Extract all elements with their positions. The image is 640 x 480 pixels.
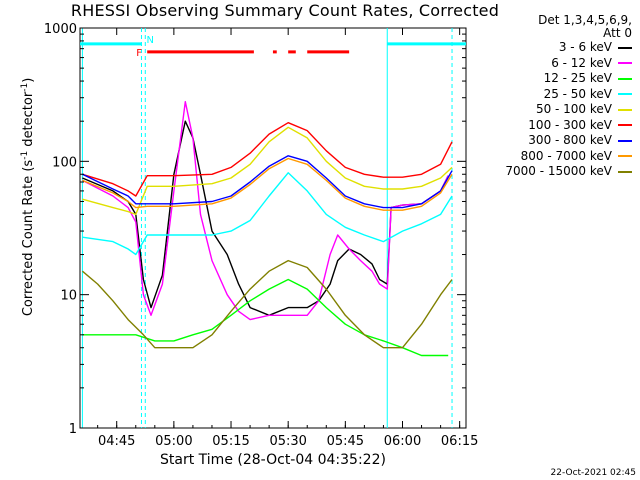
series-line-2 <box>82 278 449 357</box>
legend-item-0: 3 - 6 keV <box>505 40 632 56</box>
legend-swatch-2 <box>618 77 632 80</box>
x-tick-label-2: 05:15 <box>212 434 249 449</box>
legend-label-1: 6 - 12 keV <box>551 55 612 70</box>
x-axis-title: Start Time (28-Oct-04 04:35:22) <box>160 452 386 468</box>
y-tick-label-0: 1 <box>69 422 77 437</box>
x-tick-label-6: 06:15 <box>441 434 478 449</box>
flag-label-f: F <box>136 48 142 59</box>
detector-line: Det 1,3,4,5,6,9, <box>538 13 632 27</box>
legend-swatch-3 <box>618 93 632 95</box>
series-line-0 <box>82 120 449 316</box>
legend-item-1: 6 - 12 keV <box>505 56 632 72</box>
legend-label-6: 300 - 800 keV <box>528 133 612 147</box>
series-line-4 <box>82 126 453 216</box>
legend-items: 3 - 6 keV 6 - 12 keV 12 - 25 keV 25 - 50 ke… <box>505 40 632 180</box>
legend-swatch-7 <box>618 155 632 157</box>
legend-swatch-4 <box>618 108 632 111</box>
plot-frame <box>79 27 467 429</box>
y-axis-title-sup2: -1 <box>19 82 30 92</box>
legend: Det 1,3,4,5,6,9, Att 0 3 - 6 keV 6 - 12 k… <box>505 14 632 180</box>
series-line-1 <box>82 100 449 321</box>
flag-label-n: N <box>146 35 153 46</box>
legend-label-7: 800 - 7000 keV <box>520 148 612 163</box>
legend-item-5: 100 - 300 keV <box>505 118 632 134</box>
attenuator-line: Att 0 <box>603 26 632 40</box>
chart-title: RHESSI Observing Summary Count Rates, Co… <box>70 1 500 20</box>
legend-item-8: 7000 - 15000 keV <box>505 164 632 180</box>
legend-swatch-0 <box>618 46 632 49</box>
legend-item-6: 300 - 800 keV <box>505 133 632 149</box>
legend-label-0: 3 - 6 keV <box>558 40 612 54</box>
series-line-5 <box>82 121 453 197</box>
legend-swatch-5 <box>618 124 632 126</box>
legend-label-2: 12 - 25 keV <box>543 71 612 85</box>
legend-item-3: 25 - 50 keV <box>505 87 632 103</box>
x-tick-label-4: 05:45 <box>327 434 364 449</box>
legend-swatch-6 <box>618 139 632 142</box>
y-axis-title-main: Corrected Count Rate (s <box>21 159 37 317</box>
legend-swatch-8 <box>618 170 632 173</box>
x-tick-label-1: 05:00 <box>155 434 192 449</box>
y-axis-title: Corrected Count Rate (s-1 detector-1) <box>19 78 37 317</box>
legend-label-3: 25 - 50 keV <box>543 86 612 101</box>
y-axis-title-mid: detector <box>21 91 37 151</box>
legend-item-4: 50 - 100 keV <box>505 102 632 118</box>
legend-item-7: 800 - 7000 keV <box>505 149 632 165</box>
y-axis-title-end: ) <box>21 77 37 83</box>
legend-swatch-1 <box>618 62 632 64</box>
y-axis-title-sup1: -1 <box>19 150 30 160</box>
x-tick-label-5: 06:00 <box>384 434 421 449</box>
y-tick-label-2: 100 <box>52 155 77 170</box>
y-tick-label-1: 10 <box>60 289 77 304</box>
legend-label-8: 7000 - 15000 keV <box>505 164 612 178</box>
legend-label-5: 100 - 300 keV <box>528 117 612 132</box>
generation-timestamp: 22-Oct-2021 02:45 <box>550 468 636 478</box>
y-tick-label-3: 1000 <box>44 22 77 37</box>
series-line-3 <box>82 172 453 256</box>
x-tick-label-3: 05:30 <box>269 434 306 449</box>
series-line-6 <box>82 155 453 209</box>
legend-label-4: 50 - 100 keV <box>535 102 612 116</box>
series-line-8 <box>81 259 453 349</box>
legend-item-2: 12 - 25 keV <box>505 71 632 87</box>
series-line-7 <box>82 157 453 211</box>
x-tick-label-0: 04:45 <box>98 434 135 449</box>
